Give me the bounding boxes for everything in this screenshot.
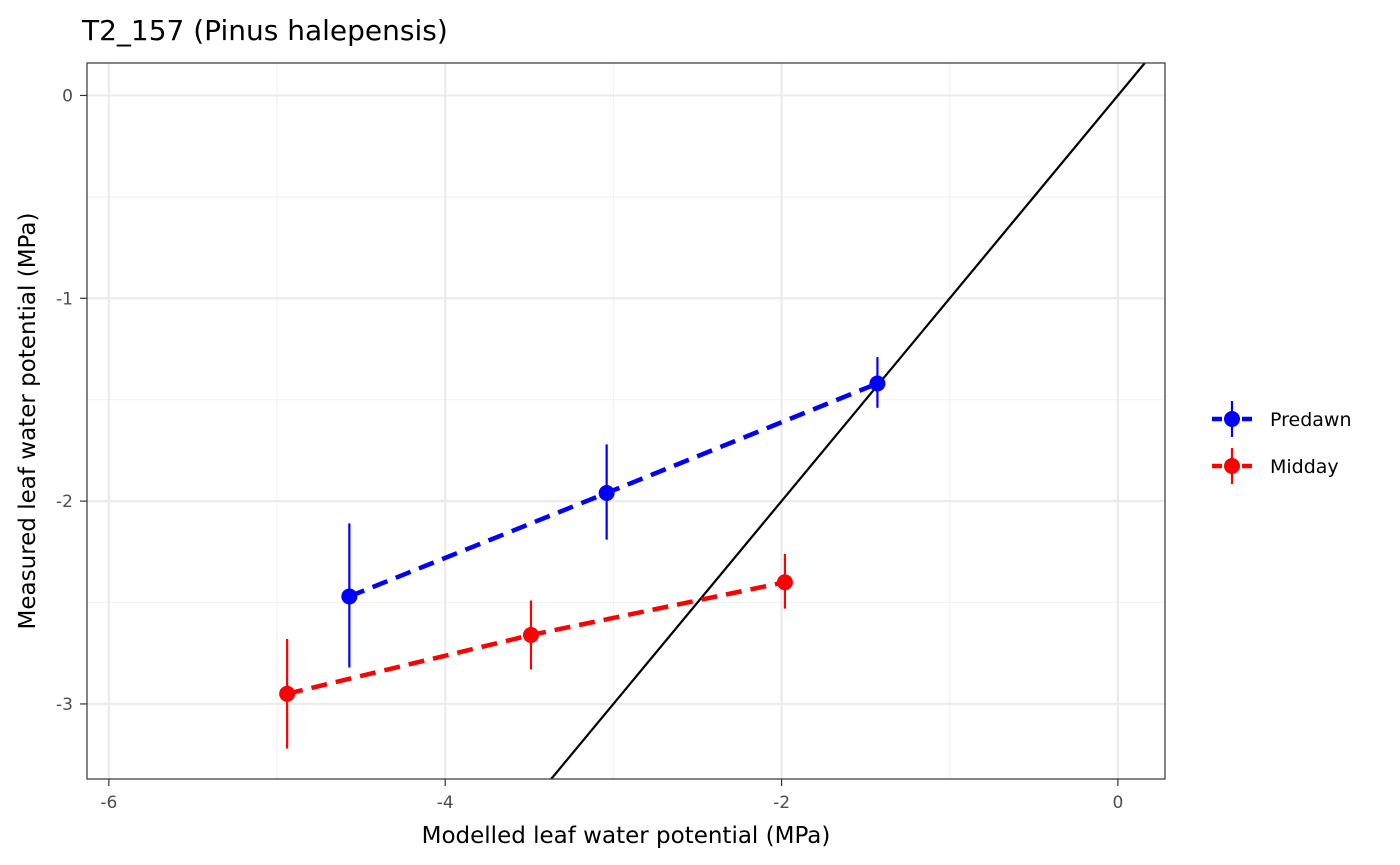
y-tick-label: -3 — [56, 695, 73, 715]
x-tick-label: -2 — [773, 793, 790, 813]
point-midday — [279, 685, 296, 702]
legend-key-point — [1224, 411, 1240, 427]
plot-background — [87, 63, 1165, 779]
series-predawn — [341, 357, 886, 668]
y-tick-label: -2 — [56, 492, 73, 512]
legend-label-predawn: Predawn — [1270, 409, 1352, 431]
x-axis: -6 -4 -2 0 — [100, 779, 1123, 813]
x-tick-label: -6 — [100, 793, 117, 813]
plot-border — [86, 62, 1166, 780]
chart-title: T2_157 (Pinus halepensis) — [81, 14, 448, 47]
y-tick-label: 0 — [62, 86, 73, 106]
grid-major — [87, 63, 1165, 779]
x-tick-label: -4 — [437, 793, 454, 813]
point-predawn — [869, 375, 886, 392]
legend-key-point — [1224, 458, 1240, 474]
x-tick-label: 0 — [1112, 793, 1123, 813]
y-axis: -3 -2 -1 0 — [56, 86, 87, 715]
point-midday — [522, 626, 539, 643]
legend: Predawn Midday — [1212, 401, 1352, 484]
reference-line-layer — [550, 62, 1146, 780]
y-axis-title: Measured leaf water potential (MPa) — [15, 213, 41, 630]
x-axis-title: Modelled leaf water potential (MPa) — [422, 823, 831, 849]
y-tick-label: -1 — [56, 289, 73, 309]
grid-minor — [87, 63, 1165, 779]
reference-line — [550, 62, 1146, 780]
legend-item-midday: Midday — [1212, 448, 1339, 484]
series-midday — [279, 553, 793, 749]
legend-item-predawn: Predawn — [1212, 401, 1352, 437]
series-layer — [279, 357, 886, 749]
legend-label-midday: Midday — [1270, 456, 1339, 478]
point-predawn — [341, 588, 358, 605]
point-midday — [776, 574, 793, 591]
point-predawn — [598, 485, 615, 502]
